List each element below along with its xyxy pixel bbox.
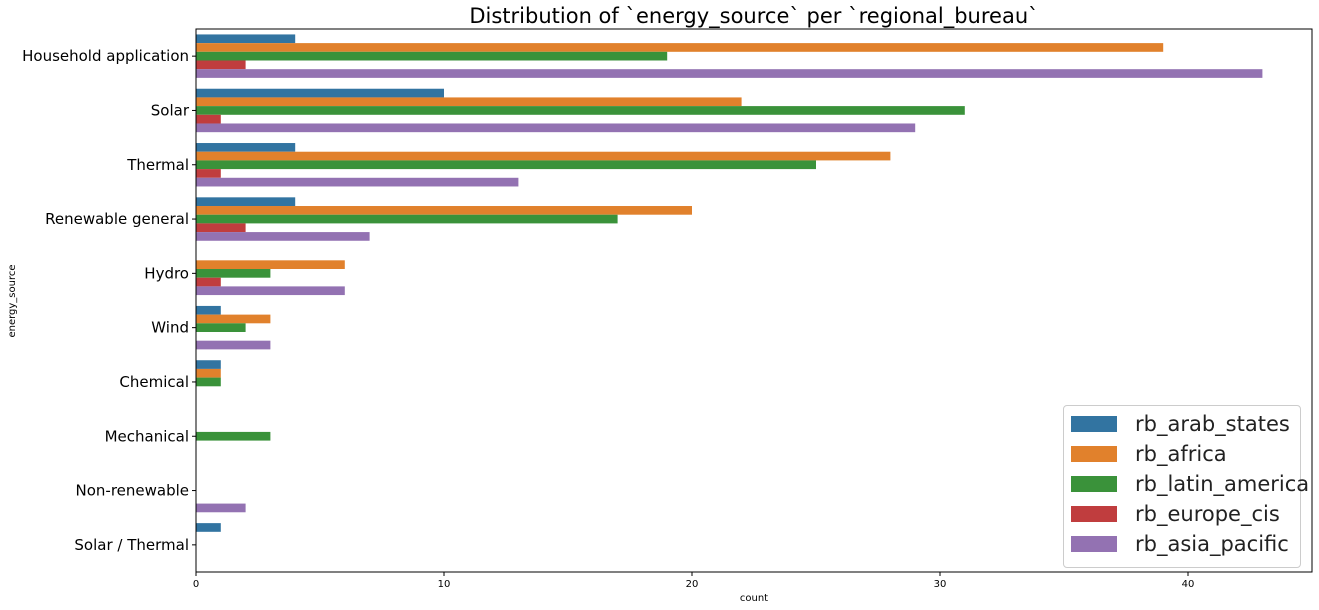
bar-rb-arab-states-1 [196, 88, 444, 98]
bar-rb-africa-6 [196, 368, 221, 378]
bar-rb-asia-pacific-8 [196, 503, 246, 513]
legend-swatch [1071, 536, 1117, 552]
bar-rb-asia-pacific-2 [196, 177, 519, 187]
y-axis-label: energy_source [7, 264, 18, 337]
legend-swatch [1071, 416, 1117, 432]
y-axis-ticks: Household application Solar Thermal Renewab… [22, 47, 196, 554]
y-tick-label: Mechanical [105, 427, 189, 445]
bar-rb-africa-1 [196, 97, 742, 107]
bar-rb-europe-cis-3 [196, 223, 246, 233]
bar-rb-arab-states-9 [196, 523, 221, 532]
bar-rb-africa-3 [196, 206, 692, 215]
bar-rb-asia-pacific-4 [196, 286, 345, 296]
bar-rb-europe-cis-1 [196, 114, 221, 124]
legend-item-rb-latin-america: rb_latin_america [1064, 469, 1309, 499]
bar-rb-africa-2 [196, 151, 891, 161]
legend-label: rb_europe_cis [1135, 502, 1280, 526]
plot-frame [195, 28, 1313, 573]
bar-rb-latin-america-5 [196, 323, 246, 332]
bar-rb-asia-pacific-1 [196, 123, 916, 133]
x-tick-label: 20 [686, 579, 699, 590]
bar-rb-arab-states-0 [196, 34, 296, 44]
bar-rb-asia-pacific-0 [196, 69, 1263, 78]
bar-rb-europe-cis-0 [196, 60, 246, 70]
bar-rb-latin-america-7 [196, 431, 271, 441]
y-tick-label: Thermal [126, 156, 189, 174]
bars-group [196, 34, 1263, 532]
legend-swatch [1071, 446, 1117, 462]
x-axis-label: count [740, 593, 768, 604]
bar-rb-latin-america-3 [196, 214, 618, 224]
bar-rb-latin-america-1 [196, 106, 965, 115]
bar-rb-latin-america-0 [196, 51, 668, 61]
y-tick-label: Chemical [119, 373, 189, 391]
legend-label: rb_asia_pacific [1135, 532, 1289, 556]
bar-rb-arab-states-5 [196, 305, 221, 315]
bar-rb-latin-america-6 [196, 377, 221, 387]
bar-rb-arab-states-2 [196, 143, 296, 152]
legend-label: rb_latin_america [1135, 472, 1310, 496]
legend-item-rb-africa: rb_africa [1064, 439, 1300, 469]
bar-rb-arab-states-6 [196, 360, 221, 369]
bar-rb-africa-5 [196, 314, 271, 324]
bar-rb-latin-america-4 [196, 269, 271, 278]
y-tick-label: Household application [22, 47, 189, 65]
bar-rb-africa-4 [196, 260, 345, 270]
chart-title: Distribution of `energy_source` per `reg… [469, 4, 1038, 29]
x-tick-label: 40 [1182, 579, 1195, 590]
y-tick-label: Solar [151, 101, 190, 119]
y-tick-label: Hydro [144, 264, 189, 282]
y-tick-label: Wind [151, 319, 189, 337]
legend-item-rb-arab-states: rb_arab_states [1064, 409, 1300, 439]
y-tick-label: Solar / Thermal [74, 536, 189, 554]
legend-item-rb-asia-pacific: rb_asia_pacific [1064, 529, 1300, 559]
legend-swatch [1071, 476, 1117, 492]
bar-rb-africa-0 [196, 43, 1164, 52]
bar-rb-asia-pacific-5 [196, 340, 271, 350]
bar-rb-asia-pacific-3 [196, 232, 370, 241]
bar-rb-latin-america-2 [196, 160, 816, 170]
x-tick-label: 30 [934, 579, 947, 590]
x-tick-label: 0 [193, 579, 199, 590]
x-tick-label: 10 [438, 579, 451, 590]
y-tick-label: Non-renewable [76, 482, 190, 500]
legend-item-rb-europe-cis: rb_europe_cis [1064, 499, 1300, 529]
legend-label: rb_africa [1135, 442, 1227, 466]
bar-rb-europe-cis-4 [196, 277, 221, 287]
bar-rb-europe-cis-2 [196, 169, 221, 178]
bar-rb-arab-states-3 [196, 197, 296, 207]
legend-swatch [1071, 506, 1117, 522]
legend-label: rb_arab_states [1135, 412, 1290, 436]
y-tick-label: Renewable general [45, 210, 189, 228]
x-axis-ticks: 0 10 20 30 40 [193, 572, 1195, 590]
